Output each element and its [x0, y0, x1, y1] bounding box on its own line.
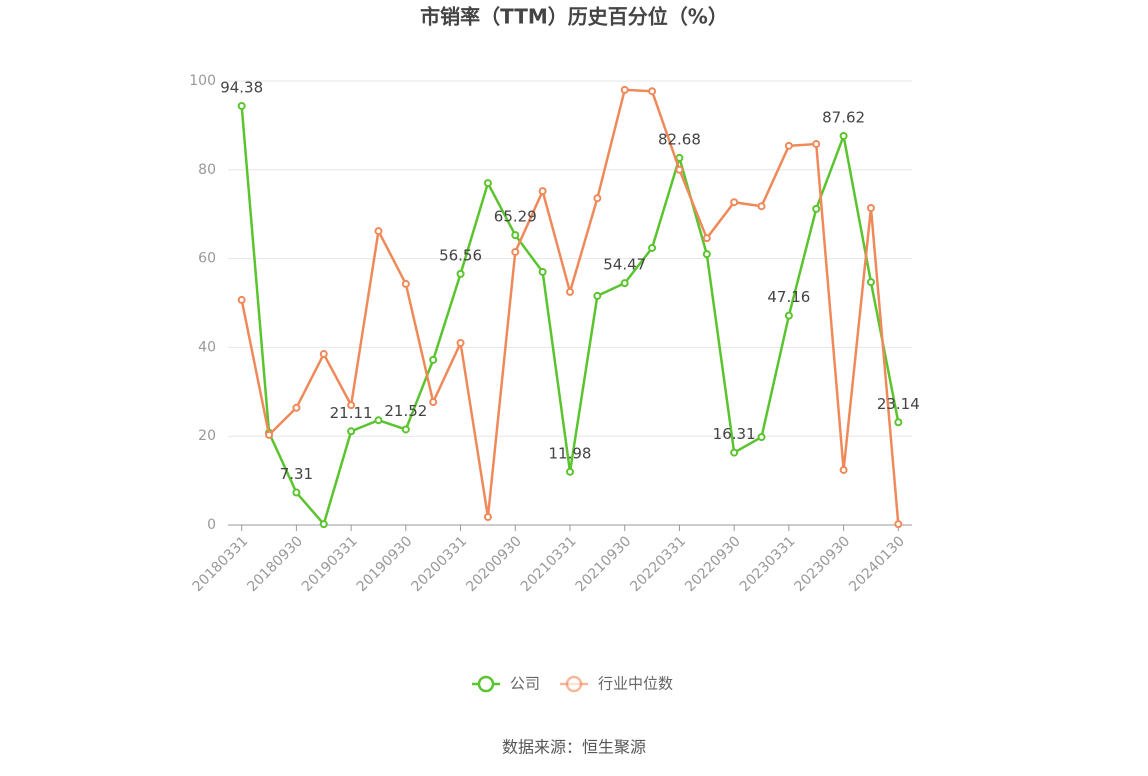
- data-point: [702, 250, 711, 259]
- data-point: [292, 403, 301, 412]
- legend-marker: [477, 675, 495, 693]
- x-tick-label: 20220331: [627, 533, 689, 595]
- data-point: [894, 520, 903, 529]
- data-point: [593, 194, 602, 203]
- data-label: 21.11: [330, 404, 373, 422]
- x-tick-label: 20200930: [463, 533, 525, 595]
- data-label: 54.47: [603, 256, 646, 274]
- data-point: [648, 243, 657, 252]
- x-tick-label: 20210930: [573, 533, 635, 595]
- data-point: [511, 231, 520, 240]
- data-point: [784, 311, 793, 320]
- data-point: [429, 398, 438, 407]
- data-label: 21.52: [384, 402, 427, 420]
- data-point: [757, 433, 766, 442]
- data-label: 56.56: [439, 246, 482, 264]
- legend-marker: [565, 675, 583, 693]
- legend-label: 行业中位数: [598, 675, 673, 693]
- data-label: 94.38: [220, 78, 263, 96]
- data-label: 7.31: [280, 465, 313, 483]
- data-point: [757, 202, 766, 211]
- data-point: [620, 279, 629, 288]
- data-point: [265, 430, 274, 439]
- data-point: [675, 165, 684, 174]
- data-point: [374, 227, 383, 236]
- source: 数据来源：恒生聚源: [502, 738, 646, 757]
- data-point: [566, 467, 574, 476]
- data-point: [566, 287, 574, 296]
- data-point: [511, 247, 520, 256]
- data-point: [456, 338, 465, 347]
- y-tick-label: 100: [189, 73, 216, 89]
- data-point: [866, 203, 875, 212]
- data-label: 87.62: [822, 108, 865, 126]
- x-tick-label: 20240130: [846, 533, 908, 595]
- y-tick-label: 20: [198, 428, 216, 444]
- data-point: [702, 234, 711, 243]
- data-point: [374, 416, 383, 425]
- y-tick-label: 60: [198, 251, 216, 267]
- data-point: [429, 355, 438, 364]
- data-point: [292, 488, 301, 497]
- x-tick-label: 20230331: [737, 533, 799, 595]
- y-tick-label: 0: [207, 517, 216, 533]
- data-label: 16.31: [713, 425, 756, 443]
- chart-title: 市销率（TTM）历史百分位（%）: [420, 5, 728, 29]
- data-point: [812, 204, 821, 213]
- data-point: [237, 101, 246, 110]
- data-point: [730, 448, 739, 457]
- data-label: 65.29: [494, 208, 537, 226]
- data-point: [401, 425, 410, 434]
- data-point: [784, 141, 793, 150]
- data-label: 82.68: [658, 130, 701, 148]
- data-point: [648, 87, 657, 96]
- x-tick-label: 20230930: [792, 533, 854, 595]
- data-point: [483, 513, 492, 522]
- y-tick-label: 80: [198, 162, 216, 178]
- data-label: 23.14: [877, 395, 920, 413]
- data-point: [401, 279, 410, 288]
- data-point: [620, 85, 629, 94]
- x-tick-label: 20210331: [518, 533, 580, 595]
- x-tick-label: 20200331: [409, 533, 471, 595]
- data-point: [319, 520, 328, 529]
- x-tick-label: 20190930: [354, 533, 416, 595]
- data-point: [866, 278, 875, 287]
- data-point: [593, 291, 602, 300]
- data-point: [347, 427, 356, 436]
- data-point: [812, 140, 821, 149]
- data-point: [347, 401, 356, 410]
- data-point: [483, 179, 492, 188]
- data-point: [319, 350, 328, 359]
- data-label: 11.98: [549, 444, 592, 462]
- data-point: [456, 269, 465, 278]
- x-tick-label: 20190331: [299, 533, 361, 595]
- data-point: [538, 267, 547, 276]
- data-point: [894, 418, 903, 427]
- data-point: [237, 295, 246, 304]
- data-label: 47.16: [767, 288, 810, 306]
- legend-label: 公司: [510, 675, 540, 693]
- y-tick-label: 40: [198, 339, 216, 355]
- x-tick-label: 20180331: [190, 533, 252, 595]
- data-point: [839, 131, 848, 140]
- data-point: [839, 465, 848, 474]
- data-point: [730, 198, 739, 207]
- data-point: [538, 187, 547, 196]
- x-tick-label: 20220930: [682, 533, 744, 595]
- x-tick-label: 20180930: [244, 533, 306, 595]
